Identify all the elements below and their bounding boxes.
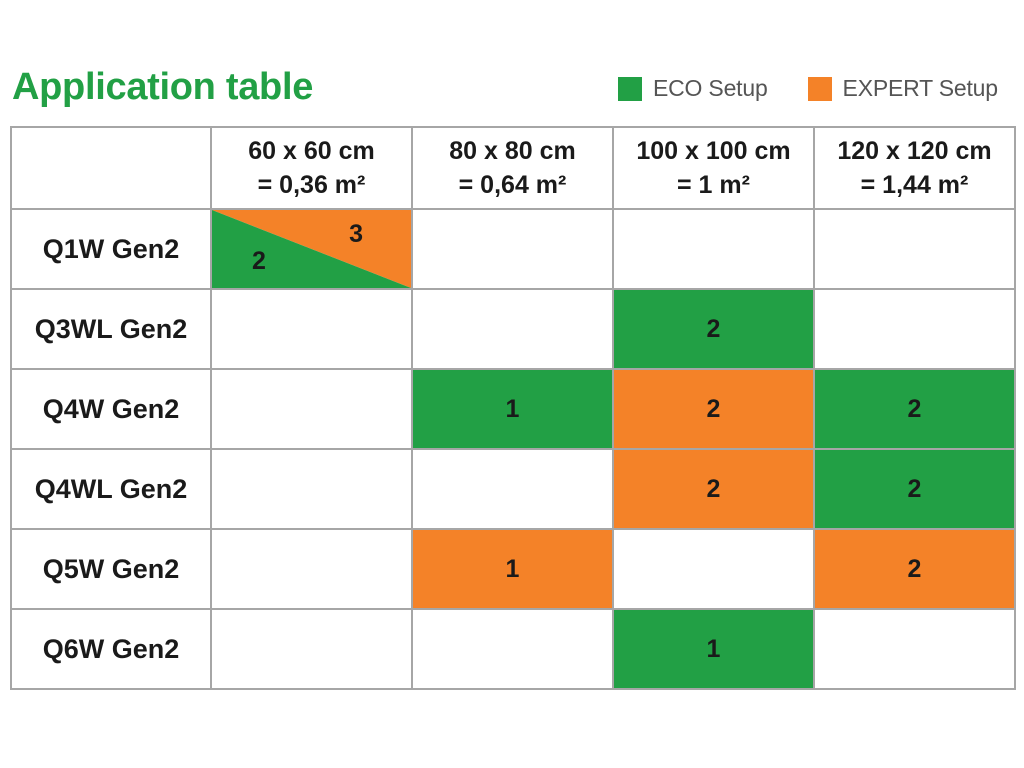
empty-cell: [210, 528, 413, 610]
empty-cell: [411, 288, 614, 370]
application-table: 60 x 60 cm = 0,36 m² 80 x 80 cm = 0,64 m² …: [10, 126, 1016, 690]
empty-cell: [210, 448, 413, 530]
table-row: Q4W Gen2 1 2 2: [10, 368, 1016, 450]
split-cell-graphic: [212, 210, 411, 288]
empty-cell: [612, 208, 815, 290]
eco-cell: 1: [411, 368, 614, 450]
row-header: Q6W Gen2: [10, 608, 212, 690]
empty-cell: [813, 608, 1016, 690]
empty-cell: [210, 368, 413, 450]
eco-cell: 1: [612, 608, 815, 690]
row-header: Q4W Gen2: [10, 368, 212, 450]
expert-cell: 2: [813, 528, 1016, 610]
eco-triangle: [212, 210, 411, 288]
empty-cell: [411, 208, 614, 290]
empty-cell: [411, 448, 614, 530]
legend-item-eco: ECO Setup: [618, 75, 768, 102]
column-header: 120 x 120 cm = 1,44 m²: [813, 126, 1016, 210]
column-size: 100 x 100 cm: [636, 137, 791, 165]
empty-cell: [813, 208, 1016, 290]
empty-cell: [612, 528, 815, 610]
table-row: Q5W Gen2 1 2: [10, 528, 1016, 610]
empty-cell: [210, 288, 413, 370]
column-area: = 1,44 m²: [860, 171, 969, 199]
column-area: = 0,36 m²: [257, 171, 366, 199]
column-header: 60 x 60 cm = 0,36 m²: [210, 126, 413, 210]
table-row: Q1W Gen2 3 2: [10, 208, 1016, 290]
column-header: 80 x 80 cm = 0,64 m²: [411, 126, 614, 210]
row-header: Q5W Gen2: [10, 528, 212, 610]
row-header: Q4WL Gen2: [10, 448, 212, 530]
column-area: = 0,64 m²: [458, 171, 567, 199]
eco-count: 2: [252, 247, 266, 275]
corner-cell: [10, 126, 212, 210]
column-size: 60 x 60 cm: [248, 137, 375, 165]
expert-count: 3: [349, 220, 363, 248]
eco-cell: 2: [813, 448, 1016, 530]
table-row: Q4WL Gen2 2 2: [10, 448, 1016, 530]
expert-cell: 2: [612, 368, 815, 450]
empty-cell: [411, 608, 614, 690]
legend-label-eco: ECO Setup: [653, 75, 768, 101]
header-row: 60 x 60 cm = 0,36 m² 80 x 80 cm = 0,64 m² …: [10, 126, 1016, 210]
table-row: Q3WL Gen2 2: [10, 288, 1016, 370]
eco-cell: 2: [612, 288, 815, 370]
row-header: Q1W Gen2: [10, 208, 212, 290]
row-header: Q3WL Gen2: [10, 288, 212, 370]
column-size: 80 x 80 cm: [449, 137, 576, 165]
legend-swatch-eco: [618, 76, 642, 101]
table-row: Q6W Gen2 1: [10, 608, 1016, 690]
column-area: = 1 m²: [677, 171, 750, 199]
column-size: 120 x 120 cm: [837, 137, 992, 165]
legend-swatch-expert: [807, 76, 832, 101]
legend: ECO Setup EXPERT Setup: [618, 75, 1014, 102]
empty-cell: [210, 608, 413, 690]
eco-cell: 2: [813, 368, 1016, 450]
column-header: 100 x 100 cm = 1 m²: [612, 126, 815, 210]
empty-cell: [813, 288, 1016, 370]
page-title: Application table: [12, 66, 314, 108]
legend-label-expert: EXPERT Setup: [842, 75, 998, 101]
legend-item-expert: EXPERT Setup: [807, 75, 998, 102]
expert-cell: 1: [411, 528, 614, 610]
expert-cell: 2: [612, 448, 815, 530]
